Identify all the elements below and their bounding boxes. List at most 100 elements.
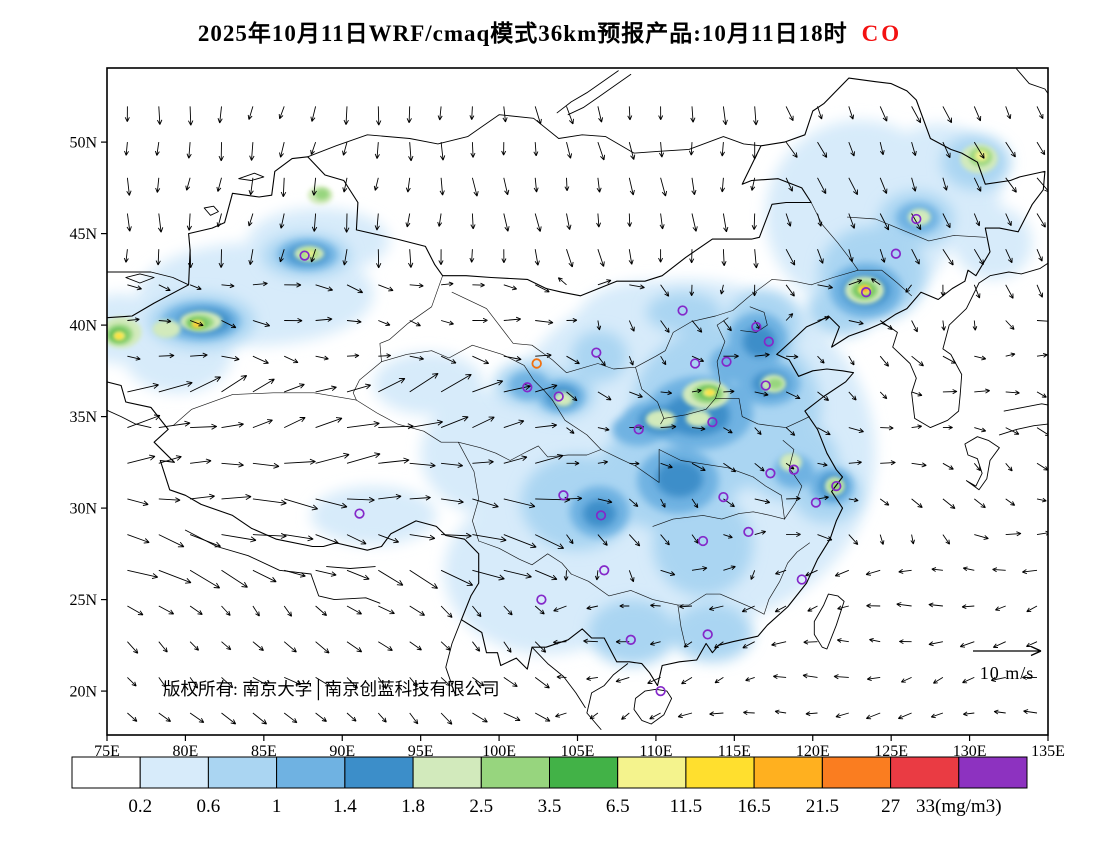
wind-arrow (597, 534, 608, 546)
colorbar-cell (821, 756, 892, 789)
wind-arrow (437, 106, 443, 121)
wind-arrow (754, 462, 765, 472)
wind-arrow (1005, 141, 1016, 158)
wind-arrow (346, 496, 375, 503)
map-boundaries (107, 68, 1048, 730)
station-marker (625, 634, 636, 645)
wind-arrow (741, 605, 755, 613)
wind-arrow (342, 177, 348, 193)
field-blob (685, 410, 711, 427)
wind-arrow (472, 355, 490, 365)
wind-arrow (597, 391, 612, 401)
wind-arrow (753, 106, 759, 126)
wind-arrow (221, 375, 248, 393)
wind-arrow (583, 638, 598, 644)
wind-arrow (249, 142, 255, 161)
wind-arrow (817, 462, 828, 467)
wind-arrow (1036, 318, 1048, 324)
wind-arrow (628, 356, 634, 366)
foreign-boundary (978, 262, 1048, 284)
wind-arrow (124, 142, 129, 156)
wind-arrow (315, 316, 333, 322)
province-boundary (782, 440, 803, 520)
wind-arrow (942, 425, 953, 430)
wind-arrow (378, 569, 404, 586)
wind-arrow (805, 711, 818, 717)
province-boundary (715, 397, 810, 428)
lat-tick-label: 25N (69, 592, 97, 609)
wind-arrow (848, 497, 859, 503)
station-marker (751, 321, 762, 333)
wind-arrow (311, 177, 317, 196)
station-marker (796, 574, 807, 585)
wind-arrow (566, 391, 578, 402)
wind-arrow (942, 534, 951, 545)
wind-arrow (1005, 106, 1012, 120)
wind-arrow (378, 353, 392, 359)
wind-arrow (723, 320, 732, 332)
wind-arrow (221, 569, 248, 588)
wind-arrow (566, 355, 580, 365)
wind-arrow (189, 376, 222, 393)
wind-arrow (817, 427, 831, 436)
wind-arrow (973, 141, 985, 159)
wind-arrow (283, 605, 293, 617)
wind-vector-field (123, 106, 1048, 725)
station-marker (633, 424, 644, 435)
station-marker (860, 287, 872, 298)
field-blob (742, 326, 776, 358)
wind-arrow (503, 605, 513, 616)
wind-arrow (503, 419, 525, 429)
wind-arrow (848, 106, 855, 120)
station-marker (890, 248, 902, 259)
wind-arrow (189, 605, 203, 615)
wind-arrow (377, 677, 387, 689)
wind-arrow (252, 712, 268, 725)
wind-arrow (221, 355, 240, 362)
wind-arrow (817, 106, 823, 120)
wind-arrow (408, 142, 414, 162)
wind-arrow (963, 711, 975, 717)
wind-arrow (566, 213, 572, 230)
wind-arrow (378, 605, 395, 615)
wind-arrow (752, 284, 757, 297)
wind-arrow (691, 213, 698, 232)
wind-arrow (660, 569, 676, 576)
wind-arrow (900, 676, 912, 683)
wind-arrow (158, 712, 171, 722)
wind-arrow (315, 534, 339, 545)
wind-arrow (566, 141, 573, 159)
wind-arrow (440, 605, 453, 618)
wind-arrow (785, 141, 798, 158)
lon-tick-label: 75E (94, 743, 120, 760)
wind-arrow (158, 284, 171, 291)
colorbar: 0.2 0.6 1 1.4 1.8 2.5 3.5 6.5 11.5 16.5 21.5 27 33(m… (71, 756, 1028, 817)
wind-arrow (217, 106, 223, 124)
wind-arrow (346, 569, 370, 581)
wind-arrow (127, 641, 139, 654)
wind-arrow (247, 106, 254, 120)
wind-arrow (155, 249, 161, 266)
wind-arrow (879, 213, 890, 231)
wind-arrow (252, 569, 277, 583)
wind-arrow (185, 177, 191, 191)
wind-arrow (409, 419, 443, 429)
wind-arrow (190, 352, 208, 358)
coastline-island (964, 436, 1000, 491)
wind-arrow (1036, 213, 1046, 228)
wind-arrow (629, 284, 645, 290)
wind-arrow (438, 249, 444, 266)
colorbar-tick-label: 11.5 (670, 796, 703, 817)
wind-arrow (586, 676, 598, 681)
field-blob (645, 410, 676, 429)
wind-arrow (221, 320, 237, 329)
wind-arrow (911, 141, 917, 157)
province-boundary (652, 511, 785, 527)
lon-tick-label: 95E (408, 743, 434, 760)
wind-arrow (346, 605, 362, 615)
wind-arrow (409, 569, 438, 589)
wind-arrow (503, 213, 510, 232)
wind-arrow (405, 177, 411, 193)
wind-arrow (974, 534, 989, 540)
wind-arrow (691, 462, 706, 471)
